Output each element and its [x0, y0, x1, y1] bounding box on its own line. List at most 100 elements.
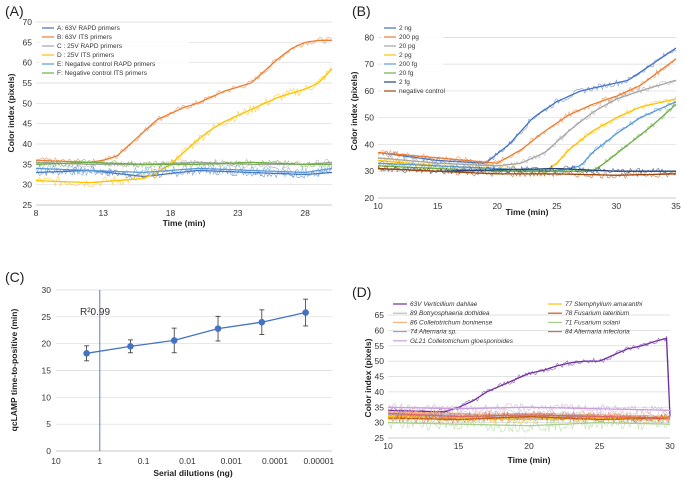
y-tick-label: 35 — [23, 159, 33, 169]
legend-label: 78 Fusarium lateritium — [565, 310, 630, 317]
legend: 63V Verticillium dahliae 89 Botryosphaeri… — [393, 301, 643, 345]
series-trend-line — [377, 103, 677, 172]
data-point — [83, 350, 90, 357]
x-axis-title: Time (min) — [506, 207, 549, 217]
series-7 — [387, 415, 671, 433]
legend: A: 63V RAPD primers B: 63V ITS primers C :… — [39, 24, 189, 81]
y-tick-label: 50 — [23, 98, 33, 108]
panel-label: (D) — [352, 284, 371, 300]
y-tick-label: 65 — [375, 310, 385, 320]
x-tick-label: 18 — [166, 208, 176, 218]
legend-label: 89 Botryosphaeria dothidea — [410, 310, 490, 317]
x-tick-label: 1 — [97, 456, 102, 466]
series-trend-line — [377, 58, 677, 164]
series-2 — [377, 79, 677, 170]
legend-label: GL21 Colletotrichum gloesporioides — [410, 338, 514, 345]
data-point — [214, 325, 222, 332]
y-tick-label: 30 — [365, 166, 375, 176]
series-4 — [387, 402, 671, 415]
y-tick-label: 25 — [42, 312, 52, 322]
y-tick-label: 65 — [23, 37, 33, 47]
x-axis-title: Serial dilutions (ng) — [153, 468, 233, 478]
x-tick-label: 25 — [595, 441, 605, 451]
y-axis-title: Color index (pixels) — [363, 338, 373, 417]
data-point — [302, 309, 309, 316]
series-4 — [35, 163, 333, 178]
legend-label: 20 fg — [399, 70, 414, 77]
x-tick-label: 10 — [373, 201, 383, 211]
series-5 — [35, 158, 333, 169]
x-tick-label: 15 — [454, 441, 464, 451]
x-tick-label: 0.001 — [221, 456, 243, 466]
series-1 — [377, 58, 677, 166]
r-squared-annotation: R²0.99 — [80, 307, 110, 318]
y-tick-label: 25 — [375, 433, 385, 443]
y-tick-label: 5 — [46, 419, 51, 429]
legend-label: 71 Fusarium solani — [565, 319, 620, 326]
legend-box — [39, 24, 189, 81]
series-trend-line — [388, 406, 671, 411]
series-raw-line — [35, 165, 333, 180]
x-tick-label: 10 — [51, 456, 61, 466]
y-tick-label: 70 — [23, 17, 33, 27]
legend-label: 2 pg — [399, 52, 412, 59]
series-trend-line — [387, 421, 671, 427]
panel-2: (C) 0 5 10 15 20 25 30 10 1 0.1 0.01 0.001 0.0001 0.00… — [5, 269, 334, 478]
series-raw-line — [35, 158, 333, 169]
series-trend-line — [35, 68, 333, 184]
y-axis-title: qcLAMP time-to-positive (min) — [9, 309, 19, 432]
legend-label: 2 fg — [399, 79, 410, 86]
series-trend-line — [377, 101, 677, 172]
panel-3: (D) 25 30 35 40 45 50 55 60 65 10 15 20 25 30 Time (min… — [352, 284, 675, 465]
x-tick-label: 0.01 — [179, 456, 196, 466]
legend-label: B: 63V ITS primers — [57, 34, 113, 41]
y-tick-label: 20 — [365, 193, 375, 203]
x-tick-label: 10 — [383, 441, 393, 451]
y-tick-label: 50 — [365, 113, 375, 123]
legend-label: E: Negative control RAPD primers — [57, 61, 156, 68]
series-trend-line — [377, 47, 677, 164]
x-tick-label: 20 — [524, 441, 534, 451]
y-tick-label: 60 — [23, 58, 33, 68]
y-tick-label: 60 — [365, 86, 375, 96]
y-tick-label: 70 — [365, 59, 375, 69]
series-raw-line — [387, 415, 671, 433]
x-axis-title: Time (min) — [508, 455, 551, 465]
y-tick-label: 55 — [375, 341, 385, 351]
series-4 — [377, 101, 677, 175]
y-tick-label: 80 — [365, 32, 375, 42]
y-tick-label: 45 — [375, 372, 385, 382]
y-tick-label: 25 — [23, 200, 33, 210]
y-tick-label: 40 — [375, 387, 385, 397]
x-tick-label: 20 — [492, 201, 502, 211]
legend-label: negative control — [399, 88, 445, 95]
y-tick-label: 30 — [42, 285, 52, 295]
legend-label: A: 63V RAPD primers — [57, 25, 121, 32]
x-axis-title: Time (min) — [163, 218, 206, 228]
legend-label: D : 25V ITS primers — [57, 52, 115, 59]
y-tick-label: 40 — [365, 139, 375, 149]
x-tick-label: 30 — [612, 201, 622, 211]
panel-label: (C) — [5, 269, 24, 285]
y-tick-label: 30 — [23, 180, 33, 190]
series-trend-line — [387, 412, 671, 419]
series-0 — [377, 47, 677, 167]
series-trend-line — [35, 167, 333, 174]
series-trend-line — [377, 79, 677, 167]
legend-label: 86 Colletotrichum boninense — [410, 319, 493, 326]
y-tick-label: 15 — [42, 366, 52, 376]
legend: 2 ng 200 pg 20 pg 2 pg 200 fg 20 fg 2 fg negati… — [381, 24, 445, 99]
series-raw-line — [387, 410, 671, 423]
y-tick-label: 45 — [23, 119, 33, 129]
data-point — [127, 343, 134, 350]
series-8 — [387, 410, 671, 423]
x-tick-label: 25 — [552, 201, 562, 211]
x-tick-label: 35 — [671, 201, 681, 211]
y-tick-label: 20 — [42, 339, 52, 349]
y-axis-title: Color index (pixels) — [349, 71, 359, 150]
legend-label: 63V Verticillium dahliae — [410, 301, 478, 308]
panel-label: (B) — [352, 3, 371, 19]
series-trend-line — [377, 167, 677, 176]
panel-0: (A) 25 30 35 40 45 50 55 60 65 70 8 13 18 23 28 Time (mi… — [5, 3, 333, 228]
